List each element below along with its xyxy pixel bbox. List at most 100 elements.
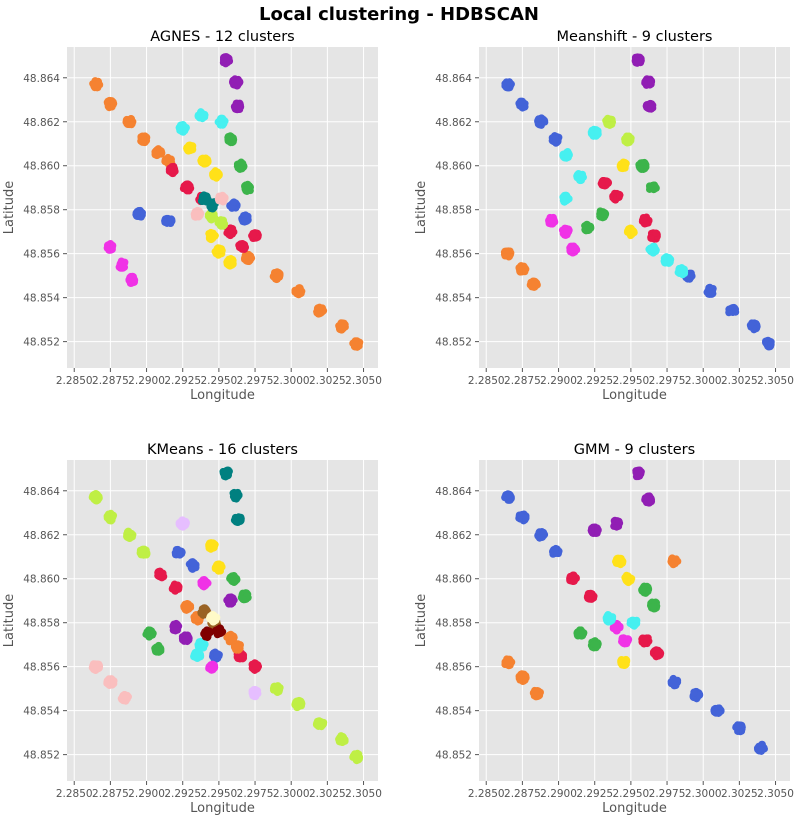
y-tick-label: 48.864 bbox=[435, 486, 472, 498]
scatter-point bbox=[294, 698, 302, 706]
x-tick-label: 2.2875 bbox=[92, 788, 129, 800]
scatter-point bbox=[652, 183, 660, 191]
y-tick-label: 48.864 bbox=[435, 73, 472, 85]
scatter-point bbox=[125, 529, 133, 537]
scatter-point bbox=[154, 572, 163, 580]
scatter-point bbox=[634, 57, 642, 65]
scatter-point bbox=[224, 467, 232, 475]
y-axis-label: Latitude bbox=[2, 181, 17, 235]
scatter-point bbox=[670, 676, 678, 684]
x-tick-label: 2.3025 bbox=[309, 375, 346, 387]
x-tick-label: 2.3000 bbox=[685, 375, 722, 387]
scatter-point bbox=[249, 231, 257, 239]
cluster-11 bbox=[103, 240, 139, 287]
scatter-point bbox=[647, 105, 655, 113]
scatter-point bbox=[185, 633, 193, 641]
scatter-point bbox=[531, 280, 539, 288]
scatter-point bbox=[690, 689, 698, 697]
scatter-point bbox=[183, 183, 191, 192]
scatter-point bbox=[225, 632, 233, 640]
x-tick-label: 2.3050 bbox=[757, 788, 794, 800]
scatter-point bbox=[639, 215, 648, 223]
scatter-point bbox=[167, 166, 175, 174]
scatter-point bbox=[243, 187, 251, 195]
x-tick-label: 2.3025 bbox=[721, 375, 758, 387]
y-tick-label: 48.854 bbox=[435, 293, 472, 305]
x-tick-label: 2.3050 bbox=[757, 375, 794, 387]
cluster-9 bbox=[224, 132, 254, 195]
scatter-point bbox=[675, 269, 684, 278]
y-tick-label: 48.862 bbox=[435, 117, 472, 129]
scatter-point bbox=[636, 164, 644, 172]
scatter-point bbox=[214, 626, 222, 634]
x-tick-label: 2.3050 bbox=[345, 375, 382, 387]
cluster-1 bbox=[89, 77, 176, 168]
cluster-5 bbox=[602, 114, 635, 147]
y-tick-label: 48.854 bbox=[23, 706, 60, 718]
panel-2: 2.2850 2.2875 2.2900 2.2925 2.2950 2.2975 2.30… bbox=[414, 29, 794, 403]
y-axis-label: Latitude bbox=[414, 181, 429, 235]
scatter-point bbox=[205, 627, 213, 636]
scatter-point bbox=[276, 271, 284, 279]
scatter-point bbox=[217, 216, 225, 224]
scatter-point bbox=[351, 751, 359, 759]
scatter-point bbox=[757, 746, 765, 755]
scatter-point bbox=[213, 651, 221, 659]
scatter-point bbox=[216, 121, 224, 129]
scatter-point bbox=[164, 154, 173, 162]
cluster-6 bbox=[205, 228, 237, 270]
scatter-point bbox=[230, 198, 238, 206]
scatter-point bbox=[234, 641, 243, 650]
scatter-point bbox=[227, 132, 235, 141]
x-tick-label: 2.3000 bbox=[685, 788, 722, 800]
panel-title: Meanshift - 9 clusters bbox=[557, 29, 713, 45]
scatter-point bbox=[561, 228, 569, 236]
scatter-point bbox=[228, 577, 236, 585]
scatter-point bbox=[91, 496, 99, 504]
cluster-4 bbox=[223, 224, 262, 253]
scatter-point bbox=[169, 584, 177, 592]
plot-background bbox=[67, 460, 378, 781]
scatter-point bbox=[566, 244, 574, 252]
scatter-point bbox=[647, 497, 656, 506]
x-tick-label: 2.3050 bbox=[345, 788, 382, 800]
panel-title: KMeans - 16 clusters bbox=[147, 442, 298, 458]
x-tick-label: 2.2975 bbox=[649, 375, 686, 387]
cluster-9 bbox=[616, 158, 638, 240]
scatter-point bbox=[107, 675, 116, 683]
scatter-point bbox=[615, 518, 623, 526]
scatter-point bbox=[240, 217, 249, 226]
scatter-point bbox=[339, 736, 347, 744]
y-tick-label: 48.852 bbox=[435, 750, 472, 762]
x-tick-label: 2.2975 bbox=[237, 375, 274, 387]
plot-background bbox=[67, 47, 378, 368]
scatter-point bbox=[184, 603, 193, 612]
scatter-point bbox=[252, 662, 260, 670]
scatter-point bbox=[177, 126, 185, 134]
y-tick-label: 48.852 bbox=[23, 750, 60, 762]
panel-1: 2.2850 2.2875 2.2900 2.2925 2.2950 2.2975 2.30… bbox=[2, 29, 382, 403]
y-tick-label: 48.864 bbox=[23, 73, 60, 85]
scatter-point bbox=[767, 340, 775, 348]
cluster-7 bbox=[175, 108, 229, 136]
scatter-point bbox=[143, 629, 151, 637]
scatter-point bbox=[732, 308, 740, 316]
plot-background bbox=[479, 47, 790, 368]
scatter-point bbox=[91, 81, 99, 89]
scatter-point bbox=[564, 152, 572, 160]
scatter-point bbox=[190, 613, 198, 621]
scatter-point bbox=[200, 158, 208, 167]
scatter-point bbox=[200, 578, 208, 586]
scatter-point bbox=[213, 246, 221, 254]
x-tick-label: 2.2950 bbox=[613, 788, 650, 800]
scatter-point bbox=[118, 259, 126, 267]
scatter-point bbox=[193, 654, 201, 663]
scatter-point bbox=[240, 254, 249, 262]
scatter-point bbox=[606, 121, 614, 129]
y-tick-label: 48.862 bbox=[23, 117, 60, 129]
scatter-point bbox=[221, 194, 229, 202]
scatter-point bbox=[636, 469, 644, 477]
figure-title: Local clustering - HDBSCAN bbox=[259, 4, 539, 25]
scatter-point bbox=[207, 233, 215, 241]
